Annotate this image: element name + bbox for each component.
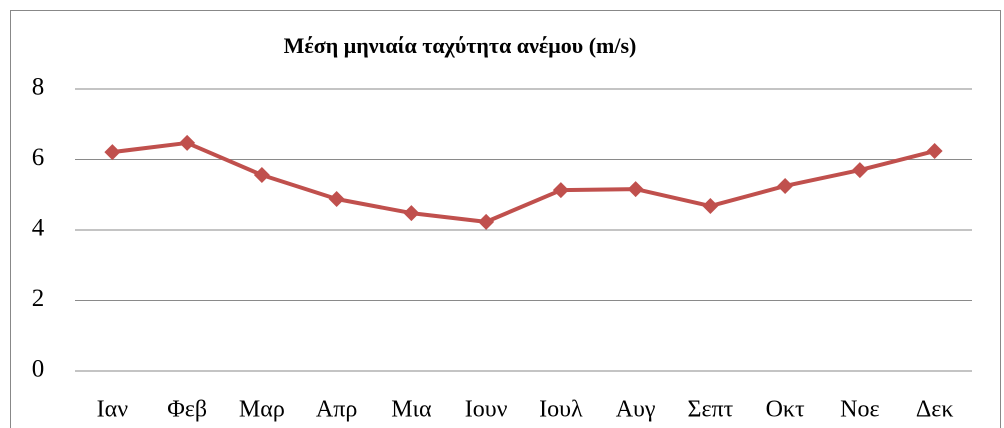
x-tick-label: Μια xyxy=(391,397,432,423)
x-tick-label: Μαρ xyxy=(239,397,285,423)
marker xyxy=(403,205,420,222)
y-tick-label: 6 xyxy=(32,144,45,171)
y-tick-label: 8 xyxy=(32,74,45,101)
marker xyxy=(552,182,569,199)
marker xyxy=(926,143,943,160)
y-tick-label: 2 xyxy=(32,285,45,312)
marker xyxy=(253,167,270,184)
x-tick-label: Αυγ xyxy=(616,397,656,423)
x-tick-label: Απρ xyxy=(316,397,357,423)
x-tick-label: Ιαν xyxy=(97,397,129,423)
marker xyxy=(777,177,794,194)
y-tick-label: 4 xyxy=(32,215,45,242)
x-tick-label: Οκτ xyxy=(766,397,805,423)
x-tick-label: Νοε xyxy=(840,397,879,423)
y-tick-label: 0 xyxy=(32,356,45,383)
line-series xyxy=(112,140,936,224)
chart-border xyxy=(10,10,1001,428)
marker xyxy=(702,198,719,215)
chart-title: Μέση μηνιαία ταχύτητα ανέμου (m/s) xyxy=(284,33,637,58)
marker xyxy=(179,134,196,151)
x-tick-label: Δεκ xyxy=(916,397,954,423)
x-tick-label: Σεπτ xyxy=(687,397,733,423)
x-tick-label: Ιουν xyxy=(465,397,508,423)
marker xyxy=(328,190,345,207)
x-tick-label: Φεβ xyxy=(167,397,207,423)
marker xyxy=(627,181,644,198)
marker xyxy=(104,144,121,161)
marker xyxy=(478,213,495,230)
marker xyxy=(851,162,868,179)
x-tick-label: Ιουλ xyxy=(539,397,583,423)
